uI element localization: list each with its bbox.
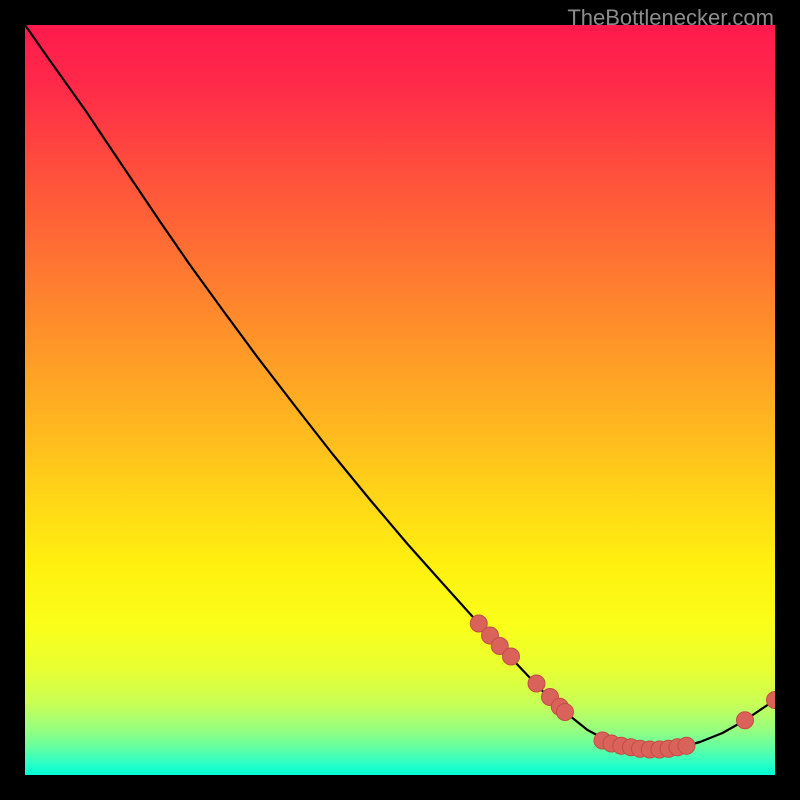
gradient-background xyxy=(25,25,775,775)
bottleneck-chart xyxy=(25,25,775,775)
watermark-label: TheBottlenecker.com xyxy=(567,5,774,31)
chart-plot-area xyxy=(25,25,775,775)
data-marker xyxy=(557,704,574,721)
data-marker xyxy=(528,675,545,692)
data-marker xyxy=(678,737,695,754)
data-marker xyxy=(737,712,754,729)
data-marker xyxy=(503,648,520,665)
